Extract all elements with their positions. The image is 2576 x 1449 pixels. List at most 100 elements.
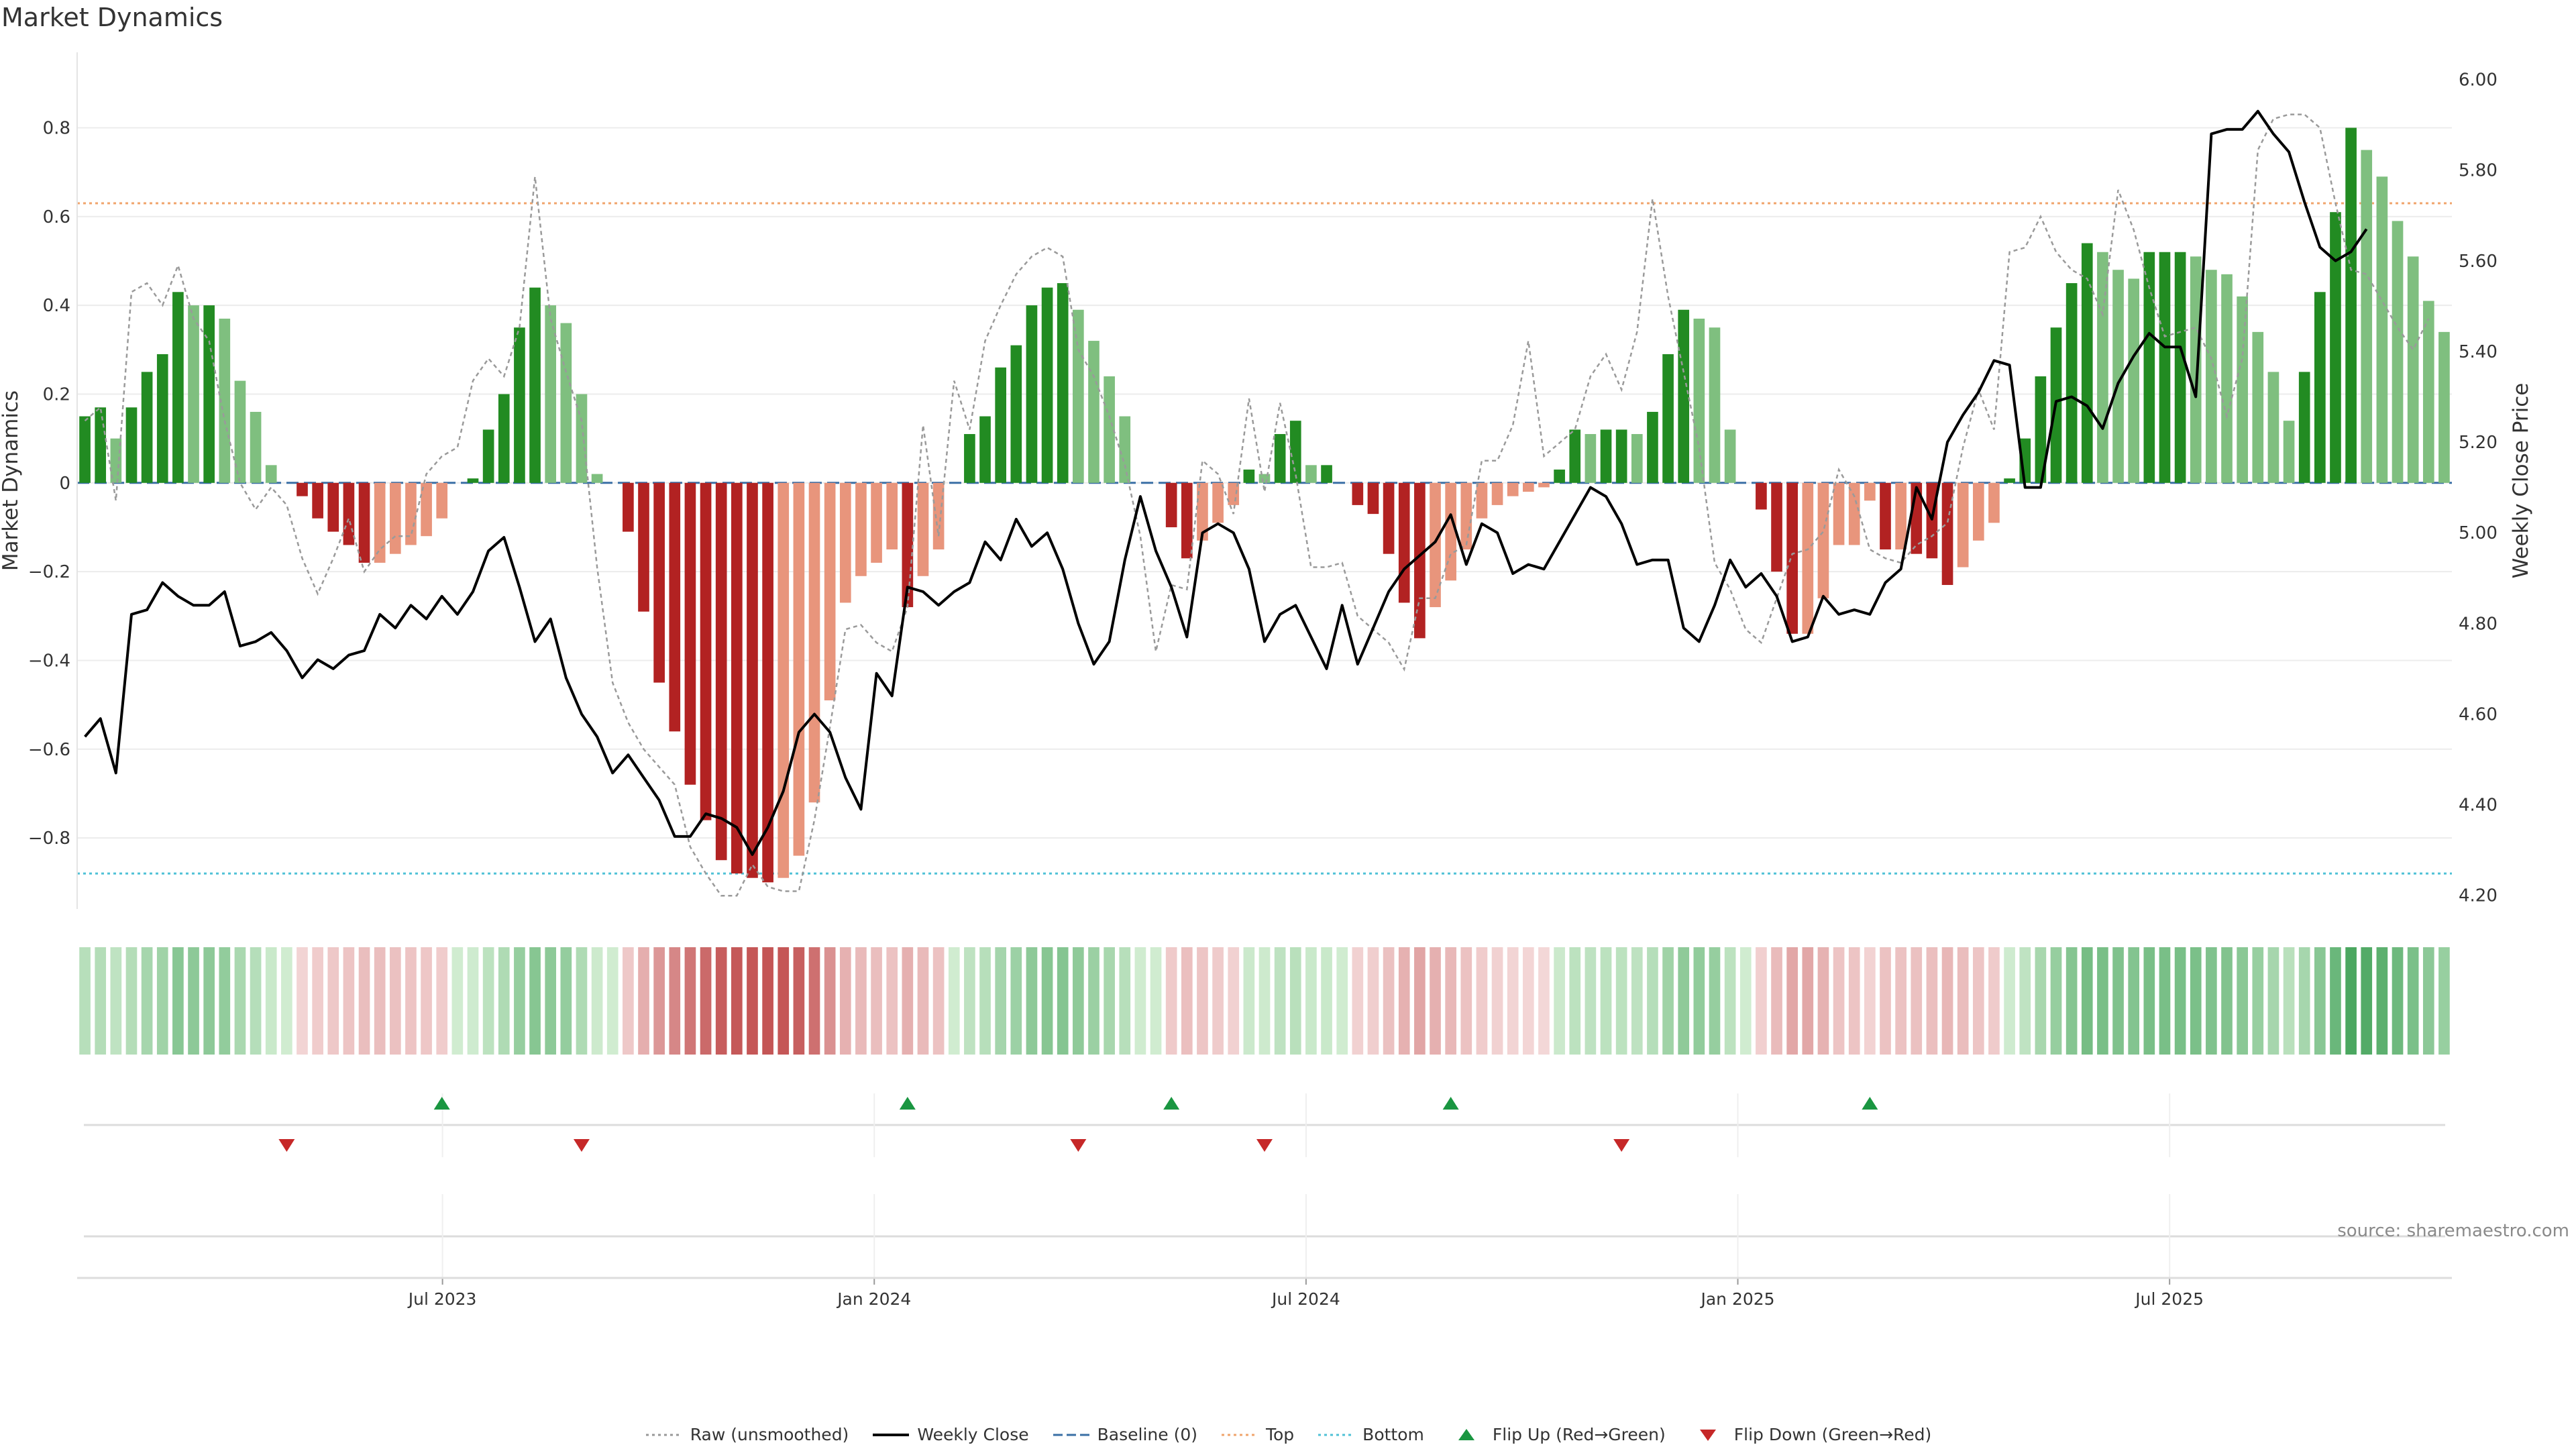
dynamics-bar (871, 482, 882, 563)
heat-cell (1430, 947, 1441, 1055)
heat-cell (1305, 947, 1317, 1055)
heat-cell (2438, 947, 2450, 1055)
heat-cell (482, 947, 494, 1055)
dynamics-bar (1864, 482, 1876, 501)
dynamics-bar (2422, 301, 2434, 483)
heat-cell (1274, 947, 1286, 1055)
heat-cell (1352, 947, 1364, 1055)
y2-axis-label: Weekly Close Price (2509, 383, 2533, 579)
dynamics-bar (2252, 331, 2264, 483)
heat-cell (855, 947, 867, 1055)
heat-cell (638, 947, 649, 1055)
heat-cell (1802, 947, 1814, 1055)
heat-cell (2237, 947, 2248, 1055)
heat-cell (1724, 947, 1736, 1055)
x-tick-label: Jan 2024 (836, 1289, 911, 1309)
heat-cell (2392, 947, 2404, 1055)
legend-item-flip_up: Flip Up (Red→Green) (1447, 1425, 1666, 1444)
dynamics-bar (1491, 482, 1503, 505)
heat-cell (1647, 947, 1658, 1055)
dynamics-bar (932, 482, 945, 550)
dynamics-bar (436, 482, 448, 519)
legend-swatch (1221, 1434, 1258, 1436)
dynamics-bar (1197, 482, 1208, 541)
legend-item-baseline: Baseline (0) (1052, 1425, 1197, 1444)
heat-cell (1197, 947, 1208, 1055)
dynamics-bar (156, 354, 168, 483)
page-title: Market Dynamics (1, 3, 223, 32)
dynamics-bar (343, 482, 355, 545)
legend-item-close: Weekly Close (871, 1425, 1029, 1444)
dynamics-bar (1228, 482, 1240, 505)
heat-cell (327, 947, 339, 1055)
heat-cell (1771, 947, 1782, 1055)
heat-cell (2035, 947, 2047, 1055)
x-tick-label: Jul 2025 (2134, 1289, 2204, 1309)
y2-tick-label: 4.60 (2459, 704, 2498, 724)
dynamics-bar (684, 482, 696, 785)
dynamics-bar (1367, 482, 1379, 515)
heat-cell (1739, 947, 1752, 1055)
dynamics-bar (1119, 416, 1131, 483)
dynamics-bar (731, 482, 743, 874)
heat-cell (95, 947, 107, 1055)
dynamics-bar (560, 323, 572, 483)
heat-cell (1181, 947, 1193, 1055)
flip-markers (84, 1093, 2445, 1278)
dynamics-bar (2283, 421, 2295, 483)
flip-down-marker (573, 1139, 590, 1152)
heat-cell (623, 947, 634, 1055)
heat-cell (1134, 947, 1146, 1055)
heat-cell (250, 947, 262, 1055)
legend-label: Flip Up (Red→Green) (1492, 1425, 1666, 1444)
dynamics-bar (1430, 482, 1441, 608)
y2-tick-label: 5.60 (2459, 252, 2498, 272)
dynamics-bar (2392, 221, 2404, 483)
heat-cell (777, 947, 790, 1055)
heat-cell (1523, 947, 1534, 1055)
flip-down-marker (1070, 1139, 1087, 1152)
dynamics-bar (1274, 434, 1286, 483)
heat-cell (156, 947, 168, 1055)
legend-label: Bottom (1362, 1425, 1424, 1444)
dynamics-bar (762, 482, 773, 883)
dynamics-bar (2407, 256, 2419, 483)
dynamics-bar (1352, 482, 1364, 505)
dynamics-bar (2143, 252, 2155, 483)
dynamics-bar (172, 292, 184, 483)
heat-cell (2050, 947, 2062, 1055)
heat-cell (1972, 947, 1984, 1055)
dynamics-bar (1771, 482, 1782, 572)
heat-cell (2019, 947, 2031, 1055)
dynamics-bar (2298, 372, 2310, 483)
heat-cell (1786, 947, 1798, 1055)
dynamics-bar (995, 367, 1006, 483)
heat-cell (2004, 947, 2015, 1055)
dynamics-bar (917, 482, 929, 576)
heat-cell (343, 947, 355, 1055)
dynamics-bar (2065, 283, 2078, 483)
heat-cell (172, 947, 184, 1055)
y-tick-label: 0.2 (43, 384, 70, 405)
dynamics-bar (514, 327, 525, 483)
dynamics-bar (1662, 354, 1674, 483)
dynamics-bar (1305, 465, 1317, 483)
dynamics-bar (234, 380, 246, 483)
heat-cell (405, 947, 417, 1055)
heat-cell (1569, 947, 1581, 1055)
legend-item-raw: Raw (unsmoothed) (645, 1425, 849, 1444)
heat-cell (2330, 947, 2341, 1055)
y-tick-label: 0.8 (43, 118, 70, 138)
dynamics-bar (1523, 482, 1534, 492)
legend-label: Baseline (0) (1097, 1425, 1197, 1444)
y-tick-label: −0.2 (28, 562, 70, 582)
dynamics-bar (747, 482, 758, 878)
heat-cell (839, 947, 851, 1055)
heat-cell (358, 947, 370, 1055)
x-tick-label: Jul 2023 (407, 1289, 477, 1309)
dynamics-bar (1181, 482, 1193, 559)
heat-cell (451, 947, 464, 1055)
heat-cell (1367, 947, 1379, 1055)
heat-cell (188, 947, 199, 1055)
heat-cell (1833, 947, 1845, 1055)
